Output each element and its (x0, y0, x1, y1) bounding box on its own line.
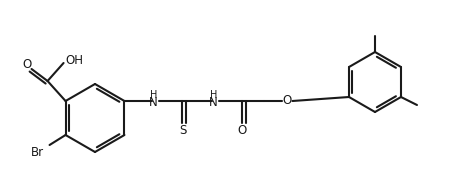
Text: N: N (209, 95, 218, 108)
Text: O: O (238, 123, 247, 137)
Text: H: H (150, 90, 157, 100)
Text: OH: OH (66, 55, 84, 68)
Text: S: S (179, 123, 186, 137)
Text: N: N (149, 95, 158, 108)
Text: O: O (283, 94, 292, 108)
Text: H: H (210, 90, 217, 100)
Text: Br: Br (31, 146, 44, 160)
Text: O: O (22, 59, 31, 71)
